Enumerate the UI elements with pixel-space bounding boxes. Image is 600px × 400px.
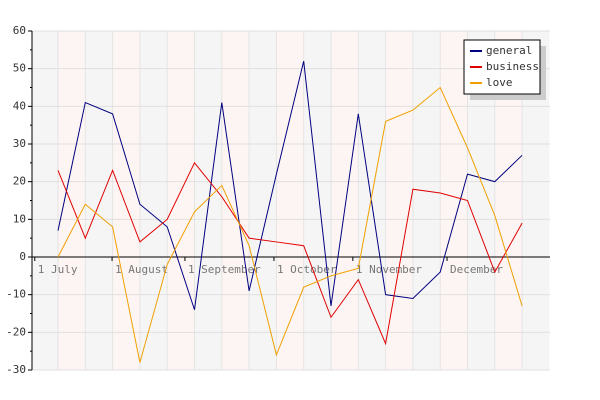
series-line (57, 86, 523, 363)
band (303, 31, 331, 370)
y-tick-label: 60 (13, 24, 26, 37)
y-tick-label: 10 (13, 212, 26, 225)
legend-label: love (486, 76, 513, 89)
x-tick-label: 1 July (38, 263, 78, 276)
y-tick-label: -30 (6, 363, 26, 376)
legend-label: business (486, 60, 539, 73)
band (358, 31, 386, 370)
legend-label: general (486, 44, 532, 57)
band (276, 31, 304, 370)
band (221, 31, 250, 370)
y-tick-label: 20 (13, 175, 26, 188)
y-tick-label: 50 (13, 62, 26, 75)
y-tick-label: 40 (13, 99, 26, 112)
band (385, 31, 413, 370)
band (249, 31, 277, 370)
x-tick-label: 1 November (356, 263, 423, 276)
y-tick-label: -10 (6, 288, 26, 301)
band (440, 31, 468, 370)
band (194, 31, 222, 370)
band (412, 31, 441, 370)
band (167, 31, 195, 370)
band (331, 31, 359, 370)
band (85, 31, 113, 370)
x-tick-label: 1 October (277, 263, 337, 276)
band (58, 31, 86, 370)
x-tick-label: December (450, 263, 503, 276)
y-tick-label: 30 (13, 137, 26, 150)
series-line (57, 61, 523, 310)
series-line (57, 161, 523, 346)
x-tick-label: 1 August (115, 263, 168, 276)
band (32, 31, 58, 370)
y-tick-label: -20 (6, 325, 26, 338)
band (112, 31, 140, 370)
band (139, 31, 168, 370)
y-tick-label: 0 (19, 250, 26, 263)
x-tick-label: 1 September (188, 263, 261, 276)
legend: general business love (463, 39, 546, 100)
